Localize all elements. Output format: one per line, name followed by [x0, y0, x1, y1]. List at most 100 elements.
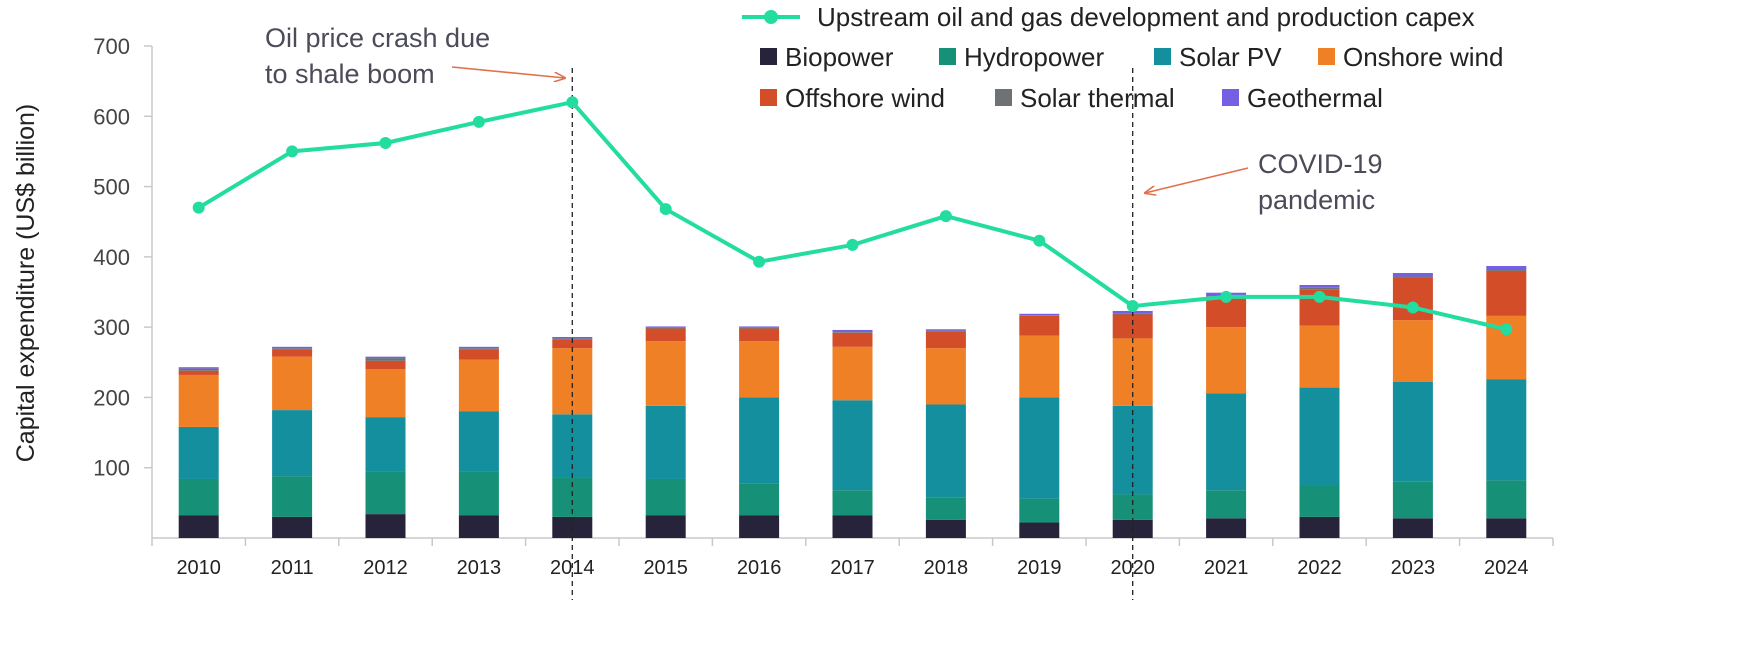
- legend-swatch-onshore-wind: [1318, 48, 1335, 65]
- bar-onshore-wind-2011: [272, 356, 313, 411]
- bar-hydropower-2011: [272, 476, 313, 517]
- bar-geothermal-2018: [925, 329, 966, 331]
- legend-label-onshore-wind: Onshore wind: [1343, 42, 1503, 72]
- bar-hydropower-2016: [739, 483, 780, 516]
- upstream-capex-point-2021: [1220, 290, 1233, 303]
- bar-geothermal-2023: [1392, 273, 1433, 277]
- x-tick-label: 2016: [737, 557, 782, 579]
- bar-onshore-wind-2013: [458, 359, 499, 412]
- bar-offshore-wind-2013: [458, 349, 499, 360]
- legend-swatch-solar-thermal: [995, 89, 1012, 106]
- x-tick-label: 2015: [643, 557, 688, 579]
- annotation-lines: [571, 68, 1134, 600]
- bar-hydropower-2010: [178, 478, 219, 516]
- upstream-capex-point-2014: [566, 96, 579, 109]
- bar-geothermal-2015: [645, 326, 686, 328]
- bar-solar-thermal-2015: [645, 327, 686, 329]
- legend-label-offshore-wind: Offshore wind: [785, 83, 945, 113]
- legend: Upstream oil and gas development and pro…: [742, 2, 1503, 113]
- y-tick-label: 200: [93, 385, 130, 410]
- bar-onshore-wind-2023: [1392, 320, 1433, 382]
- upstream-capex-point-2022: [1313, 290, 1326, 303]
- bar-solar-thermal-2023: [1392, 276, 1433, 278]
- stacked-bars: [178, 265, 1527, 538]
- bar-hydropower-2023: [1392, 481, 1433, 519]
- upstream-capex-point-2024: [1500, 323, 1513, 336]
- bar-onshore-wind-2021: [1206, 327, 1247, 394]
- bar-onshore-wind-2019: [1019, 335, 1060, 398]
- bar-solar-thermal-2022: [1299, 287, 1340, 290]
- bar-biopower-2013: [458, 515, 499, 538]
- y-axis-label: Capital expenditure (US$ billion): [12, 104, 40, 463]
- bar-solar-pv-2019: [1019, 397, 1060, 499]
- bar-offshore-wind-2020: [1112, 314, 1153, 339]
- y-tick-label: 100: [93, 456, 130, 481]
- bar-hydropower-2022: [1299, 485, 1340, 517]
- bar-solar-pv-2011: [272, 410, 313, 477]
- bar-geothermal-2011: [272, 346, 313, 349]
- bar-solar-pv-2022: [1299, 387, 1340, 486]
- bar-solar-thermal-2012: [365, 358, 406, 361]
- bar-hydropower-2012: [365, 471, 406, 515]
- bar-solar-thermal-2011: [272, 348, 313, 350]
- bar-solar-thermal-2024: [1486, 269, 1527, 271]
- bar-offshore-wind-2018: [925, 331, 966, 349]
- bar-offshore-wind-2023: [1392, 277, 1433, 321]
- bar-biopower-2011: [272, 516, 313, 538]
- upstream-capex-point-2015: [659, 203, 672, 216]
- bar-onshore-wind-2022: [1299, 325, 1340, 388]
- annotations: Oil price crash due to shale boom COVID-19…: [265, 23, 1383, 215]
- bar-geothermal-2014: [552, 336, 593, 339]
- upstream-capex-point-2020: [1126, 300, 1139, 313]
- bar-offshore-wind-2012: [365, 360, 406, 370]
- annotation-covid-text: pandemic: [1258, 185, 1375, 215]
- bar-hydropower-2018: [925, 497, 966, 520]
- bar-hydropower-2020: [1112, 494, 1153, 520]
- bar-offshore-wind-2011: [272, 349, 313, 357]
- y-tick-label: 400: [93, 245, 130, 270]
- bar-geothermal-2024: [1486, 265, 1527, 270]
- bar-biopower-2023: [1392, 518, 1433, 538]
- x-tick-label: 2024: [1484, 557, 1529, 579]
- upstream-capex-point-2012: [379, 136, 392, 149]
- legend-swatch-geothermal: [1222, 89, 1239, 106]
- bar-hydropower-2021: [1206, 490, 1247, 519]
- annotation-covid-text: COVID-19: [1258, 149, 1383, 179]
- annotation-oil-crash-arrow: [451, 66, 565, 78]
- upstream-capex-point-2017: [846, 238, 859, 251]
- bar-biopower-2019: [1019, 522, 1060, 538]
- bar-solar-pv-2010: [178, 426, 219, 479]
- x-tick-label: 2018: [924, 557, 969, 579]
- bar-hydropower-2015: [645, 478, 686, 516]
- bar-hydropower-2019: [1019, 498, 1060, 523]
- x-tick-label: 2023: [1391, 557, 1436, 579]
- bar-biopower-2012: [365, 514, 406, 538]
- bar-solar-pv-2021: [1206, 393, 1247, 491]
- bar-solar-pv-2016: [739, 397, 780, 484]
- bar-solar-pv-2018: [925, 404, 966, 498]
- bar-solar-thermal-2010: [178, 368, 219, 371]
- bar-solar-pv-2024: [1486, 379, 1527, 481]
- annotation-oil-crash-text: Oil price crash due: [265, 23, 490, 53]
- bar-biopower-2015: [645, 515, 686, 538]
- bar-onshore-wind-2012: [365, 369, 406, 418]
- annotation-oil-crash-text: to shale boom: [265, 59, 435, 89]
- bar-offshore-wind-2014: [552, 339, 593, 349]
- bar-geothermal-2017: [832, 329, 873, 333]
- bar-biopower-2010: [178, 515, 219, 538]
- bar-offshore-wind-2010: [178, 370, 219, 375]
- bar-geothermal-2013: [458, 346, 499, 349]
- bar-solar-thermal-2016: [739, 327, 780, 329]
- bar-biopower-2018: [925, 519, 966, 538]
- legend-swatch-hydropower: [939, 48, 956, 65]
- bar-offshore-wind-2017: [832, 332, 873, 347]
- bar-offshore-wind-2024: [1486, 270, 1527, 316]
- x-tick-label: 2011: [271, 557, 314, 579]
- upstream-capex-point-2010: [192, 201, 205, 214]
- bar-onshore-wind-2017: [832, 346, 873, 401]
- axes: 100 200 300 400 500 600 700 2010 2011 2012 2013 201…: [93, 34, 1554, 579]
- y-tick-label: 500: [93, 175, 130, 200]
- y-tick-label: 300: [93, 315, 130, 340]
